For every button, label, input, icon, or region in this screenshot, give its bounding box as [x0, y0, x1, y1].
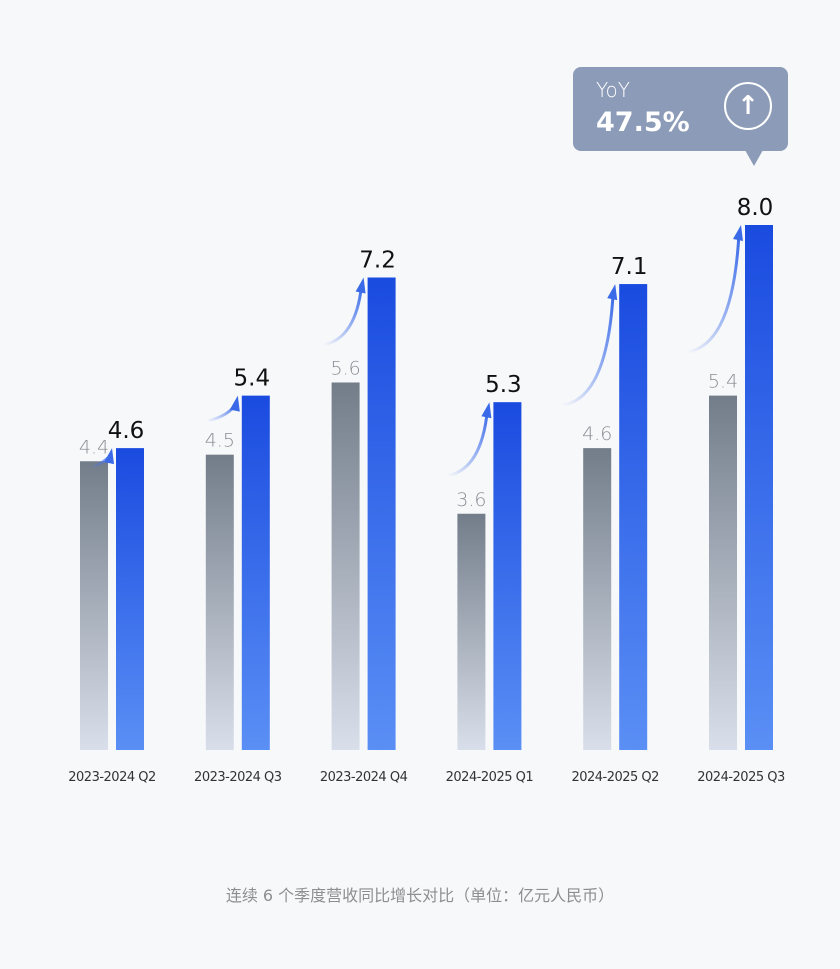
data-label-current: 7.2 — [359, 248, 396, 274]
yoy-value: 47.5% — [596, 107, 690, 138]
bar-current-year — [241, 395, 270, 750]
data-label-current: 4.6 — [108, 418, 145, 444]
data-label-current: 5.3 — [485, 372, 522, 398]
yoy-callout: YoY 47.5% ↑ — [573, 67, 788, 166]
chart-caption: 连续 6 个季度营收同比增长对比（单位：亿元人民币） — [225, 886, 615, 905]
growth-arrowhead — [229, 395, 240, 412]
bar-previous-year — [331, 382, 360, 750]
growth-arrowhead — [104, 448, 114, 465]
growth-arrowhead — [481, 402, 492, 419]
growth-arrow — [322, 285, 364, 347]
bar-previous-year — [205, 454, 234, 750]
growth-arrowhead — [733, 225, 743, 241]
growth-arrow — [561, 291, 615, 407]
bar-previous-year — [457, 513, 486, 750]
x-tick-label: 2024-2025 Q3 — [697, 770, 785, 785]
bar-previous-year — [583, 448, 612, 750]
data-label-previous: 4.4 — [79, 436, 109, 458]
data-label-previous: 4.5 — [205, 430, 235, 452]
x-tick-label: 2024-2025 Q2 — [571, 770, 659, 785]
x-tick-label: 2023-2024 Q3 — [194, 770, 282, 785]
x-tick-label: 2024-2025 Q1 — [446, 770, 534, 785]
growth-arrow — [206, 402, 238, 423]
bar-current-year — [619, 284, 648, 750]
data-label-previous: 5.6 — [330, 358, 360, 380]
growth-arrow — [447, 410, 489, 478]
data-label-current: 7.1 — [611, 254, 648, 280]
x-tick-label: 2023-2024 Q4 — [320, 770, 408, 785]
yoy-label: YoY — [596, 78, 631, 102]
bar-current-year — [367, 277, 396, 750]
bar-previous-year — [709, 395, 737, 750]
growth-arrowhead — [355, 277, 366, 294]
bar-previous-year — [80, 461, 108, 750]
arrow-up-icon: ↑ — [724, 82, 772, 130]
growth-arrowhead — [607, 284, 618, 301]
data-label-previous: 3.6 — [456, 489, 486, 511]
growth-arrow — [686, 232, 741, 354]
data-label-current: 8.0 — [737, 195, 774, 221]
data-label-previous: 5.4 — [708, 371, 738, 393]
x-tick-label: 2023-2024 Q2 — [68, 770, 156, 785]
bar-current-year — [116, 448, 144, 750]
data-label-current: 5.4 — [234, 366, 271, 392]
data-label-previous: 4.6 — [582, 423, 612, 445]
bar-current-year — [745, 225, 773, 750]
bar-current-year — [493, 402, 522, 750]
